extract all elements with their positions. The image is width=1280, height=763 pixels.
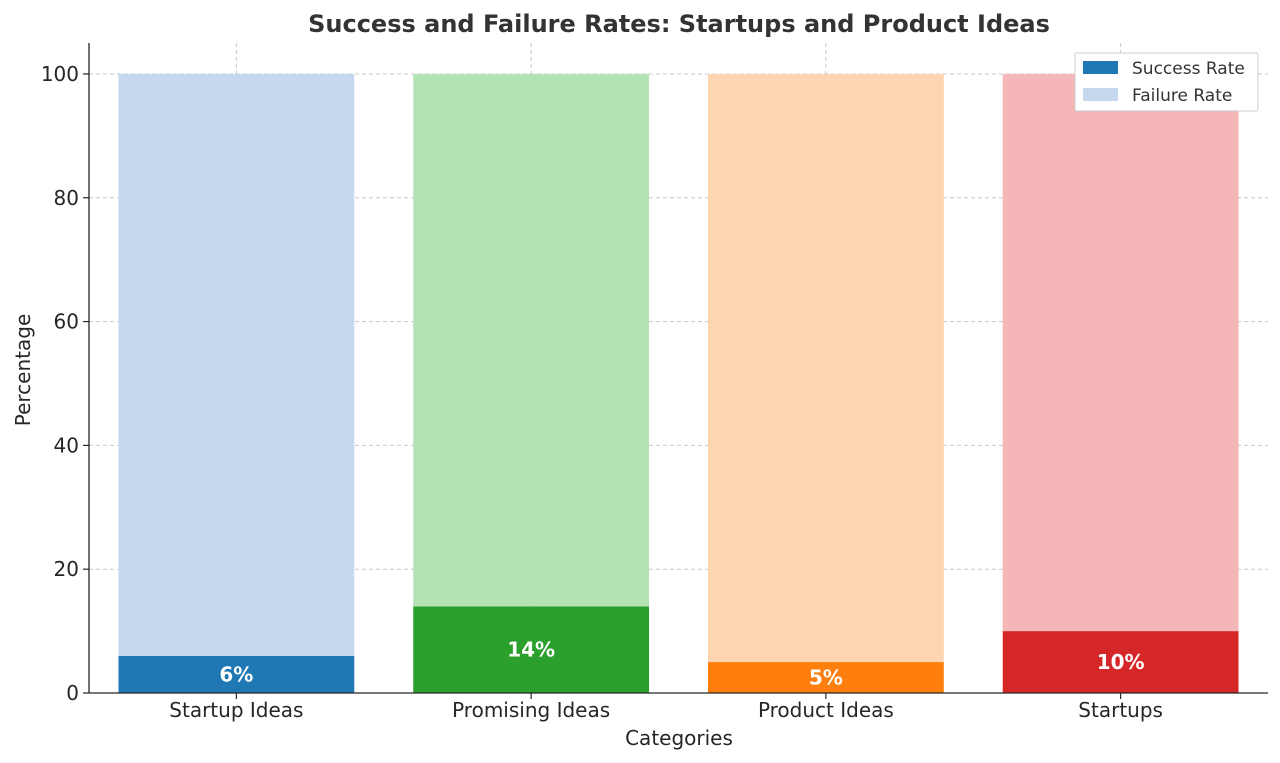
legend-label-failure: Failure Rate — [1132, 86, 1232, 106]
bar-failure — [1002, 73, 1239, 632]
bar-failure — [707, 73, 944, 663]
y-tick-label: 60 — [54, 310, 79, 334]
x-axis-title: Categories — [625, 726, 733, 750]
bar-failure — [118, 73, 355, 656]
legend-label-success: Success Rate — [1132, 59, 1245, 79]
legend-swatch-success — [1083, 61, 1118, 74]
bar-value-label: 5% — [809, 666, 843, 690]
bar-labels: 6% 14% 5% 10% — [219, 638, 1144, 690]
y-tick-label: 100 — [41, 62, 79, 86]
bars — [118, 73, 1239, 693]
bar-success — [1002, 631, 1239, 693]
bar-value-label: 6% — [219, 662, 253, 686]
y-tick-label: 0 — [66, 681, 79, 705]
x-tick-label: Startup Ideas — [169, 698, 303, 722]
x-tick-label: Product Ideas — [758, 698, 894, 722]
bar-success — [118, 655, 355, 693]
bar-success — [413, 606, 650, 693]
x-tick-label: Startups — [1078, 698, 1163, 722]
y-ticks: 0 20 40 60 80 100 — [41, 62, 89, 705]
x-tick-label: Promising Ideas — [452, 698, 610, 722]
y-tick-label: 20 — [54, 557, 79, 581]
legend-box — [1074, 52, 1259, 112]
y-axis-title: Percentage — [11, 314, 35, 427]
x-ticks: Startup Ideas Promising Ideas Product Idea… — [169, 693, 1163, 722]
chart-title: Success and Failure Rates: Startups and … — [308, 10, 1050, 38]
bar-value-label: 14% — [507, 638, 555, 662]
legend-swatch-failure — [1083, 88, 1118, 101]
legend: Success Rate Failure Rate — [1074, 52, 1259, 112]
y-tick-label: 80 — [54, 186, 79, 210]
bar-value-label: 10% — [1097, 650, 1145, 674]
bar-success — [707, 662, 944, 693]
bar-failure — [413, 73, 650, 607]
y-tick-label: 40 — [54, 433, 79, 457]
